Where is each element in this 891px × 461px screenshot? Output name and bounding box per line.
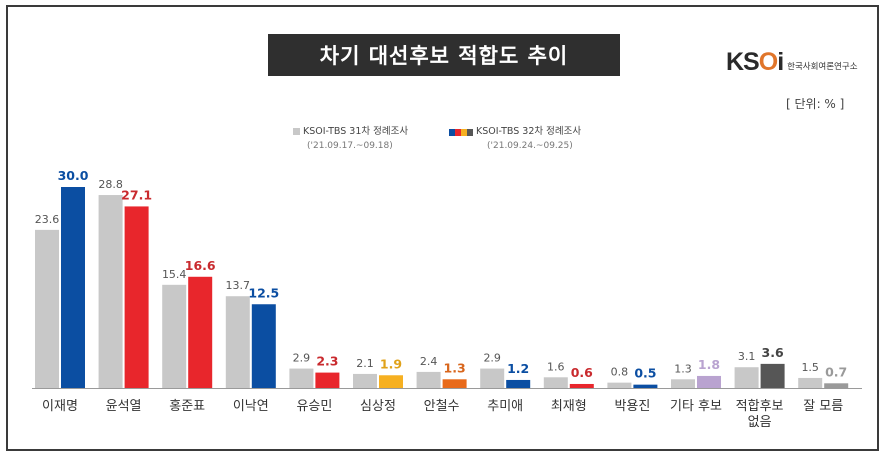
- value-label-31-8: 1.6: [547, 360, 565, 373]
- category-label-8: 최재형: [551, 399, 587, 414]
- value-label-32-7: 1.2: [507, 361, 529, 376]
- bar-31-12: [798, 377, 823, 388]
- value-label-31-1: 28.8: [98, 178, 123, 191]
- value-label-31-9: 0.8: [611, 366, 629, 379]
- bar-31-9: [607, 382, 632, 388]
- value-label-32-11: 3.6: [762, 345, 784, 360]
- bar-32-0: [61, 187, 85, 388]
- bar-32-6: [442, 379, 467, 388]
- bar-31-4: [289, 368, 314, 388]
- category-label-4: 유승민: [296, 399, 332, 414]
- category-label-7: 추미애: [487, 399, 523, 414]
- value-label-32-4: 2.3: [316, 354, 338, 369]
- category-label-2: 홍준표: [169, 399, 205, 414]
- category-label-12: 잘 모름: [803, 399, 843, 414]
- value-label-31-12: 1.5: [801, 361, 819, 374]
- logo-mark-ks: KS: [726, 48, 760, 76]
- unit-label: [ 단위: % ]: [786, 97, 845, 111]
- category-label-11-1: 없음: [748, 415, 772, 430]
- bar-32-7: [506, 379, 531, 388]
- ksoi-logo: KSOi 한국사회여론연구소: [726, 48, 858, 77]
- value-label-31-2: 15.4: [162, 268, 187, 281]
- value-label-31-0: 23.6: [35, 213, 60, 226]
- value-label-32-12: 0.7: [825, 364, 847, 379]
- bar-32-10: [697, 375, 721, 388]
- value-label-31-7: 2.9: [483, 352, 501, 365]
- bar-32-4: [315, 372, 340, 388]
- logo-org-name: 한국사회여론연구소: [787, 61, 858, 72]
- bar-32-1: [124, 206, 149, 388]
- category-label-0: 이재명: [42, 399, 78, 414]
- logo-mark: KSOi: [726, 48, 784, 77]
- category-label-1: 윤석열: [106, 399, 142, 414]
- bar-32-11: [760, 363, 785, 388]
- category-label-11-0: 적합후보: [736, 399, 784, 414]
- value-label-32-1: 27.1: [121, 187, 152, 202]
- value-label-32-8: 0.6: [571, 365, 593, 380]
- bar-31-10: [671, 379, 695, 388]
- value-label-32-2: 16.6: [185, 258, 216, 273]
- category-label-5: 심상정: [360, 399, 396, 414]
- bar-32-3: [251, 304, 276, 388]
- logo-mark-i: i: [777, 48, 784, 76]
- bar-31-11: [734, 367, 759, 388]
- value-label-31-4: 2.9: [293, 352, 311, 365]
- bar-32-2: [188, 276, 213, 388]
- legend-date-32: ('21.09.24.~09.25): [487, 141, 573, 151]
- legend-item-32: KSOI-TBS 32차 정례조사 ('21.09.24.~09.25): [449, 123, 582, 151]
- bar-31-5: [353, 373, 377, 388]
- value-label-32-5: 1.9: [380, 356, 402, 371]
- value-label-31-5: 2.1: [356, 357, 374, 370]
- value-label-32-0: 30.0: [58, 168, 89, 183]
- legend-swatch-32: [449, 128, 473, 136]
- bar-31-1: [98, 195, 123, 388]
- chart-frame: [6, 5, 879, 451]
- bar-32-12: [824, 383, 849, 388]
- bar-31-2: [162, 284, 187, 388]
- bar-31-3: [225, 296, 250, 388]
- legend-swatch-31: [293, 128, 300, 135]
- value-label-31-10: 1.3: [674, 362, 692, 375]
- value-label-31-3: 13.7: [226, 279, 251, 292]
- value-label-32-3: 12.5: [248, 285, 279, 300]
- category-label-3: 이낙연: [233, 399, 269, 414]
- bar-31-8: [543, 377, 568, 388]
- bar-31-6: [416, 371, 441, 388]
- value-label-32-6: 1.3: [444, 360, 466, 375]
- bar-31-7: [480, 368, 505, 388]
- bar-31-0: [35, 229, 59, 388]
- value-label-32-10: 1.8: [698, 357, 720, 372]
- bar-32-5: [379, 375, 403, 388]
- bar-32-8: [569, 383, 594, 388]
- legend-date-31: ('21.09.17.~09.18): [307, 141, 393, 151]
- category-label-6: 안철수: [424, 399, 460, 414]
- legend-label-32: KSOI-TBS 32차 정례조사: [476, 126, 582, 137]
- value-label-32-9: 0.5: [634, 366, 656, 381]
- chart-title: 차기 대선후보 적합도 추이: [268, 34, 620, 76]
- value-label-31-6: 2.4: [420, 355, 438, 368]
- legend-item-31: KSOI-TBS 31차 정례조사 ('21.09.17.~09.18): [293, 123, 409, 151]
- category-label-9: 박용진: [614, 399, 650, 414]
- value-label-31-11: 3.1: [738, 350, 756, 363]
- logo-mark-o: O: [758, 48, 778, 76]
- bar-32-9: [633, 384, 658, 388]
- legend-label-31: KSOI-TBS 31차 정례조사: [303, 126, 409, 137]
- category-label-10: 기타 후보: [670, 399, 722, 414]
